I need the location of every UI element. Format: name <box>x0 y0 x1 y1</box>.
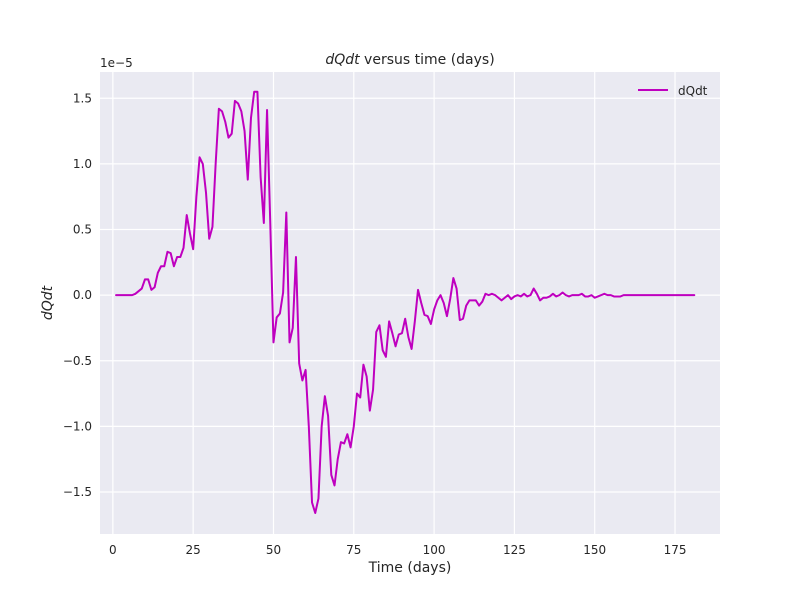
y-tick-label: 0.5 <box>73 223 92 237</box>
y-tick-label: 1.5 <box>73 91 92 105</box>
y-tick-label: 0.0 <box>73 288 92 302</box>
x-tick-label: 50 <box>266 543 281 557</box>
x-tick-label: 175 <box>664 543 687 557</box>
legend: dQdt <box>638 84 708 98</box>
y-axis-label: dQdt <box>40 285 56 320</box>
x-tick-label: 150 <box>583 543 606 557</box>
x-tick-label: 75 <box>346 543 361 557</box>
x-tick-label: 25 <box>186 543 201 557</box>
x-tick-label: 0 <box>109 543 117 557</box>
x-tick-label: 125 <box>503 543 526 557</box>
y-tick-label: −1.0 <box>63 419 92 433</box>
y-tick-label: −0.5 <box>63 354 92 368</box>
x-tick-label: 100 <box>423 543 446 557</box>
x-axis-label: Time (days) <box>368 560 452 576</box>
chart-title-rest: versus time (days) <box>360 52 495 68</box>
series-line-dqdt <box>115 90 696 514</box>
tick-labels: 0 25 50 75 100 125 150 175 −1.5 −1.0 −0.5 0.0 0.5 1.0… <box>63 91 687 557</box>
grid <box>100 72 720 534</box>
y-tick-label: 1.0 <box>73 157 92 171</box>
chart-title: dQdt versus time (days) <box>325 52 494 68</box>
y-offset-label: 1e−5 <box>100 56 133 70</box>
plot-area <box>100 72 720 534</box>
legend-label-dqdt: dQdt <box>678 84 708 98</box>
chart-title-italic: dQdt <box>325 52 360 68</box>
y-tick-label: −1.5 <box>63 485 92 499</box>
